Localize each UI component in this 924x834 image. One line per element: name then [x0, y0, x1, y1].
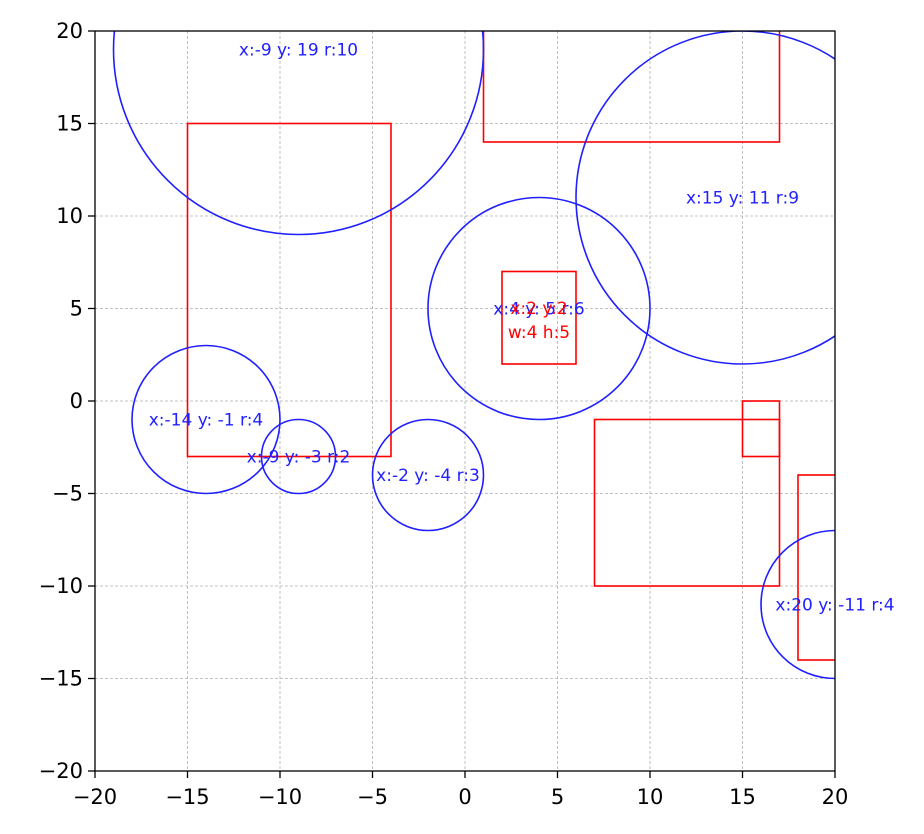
rectangle-mark — [593, 418, 781, 587]
circle-label: x:4 y: 5 r:6 — [493, 300, 584, 320]
y-tick-label: 5 — [70, 297, 83, 321]
circle-mark — [427, 196, 651, 421]
y-tick-label: −20 — [39, 759, 83, 783]
x-tick-label: −10 — [258, 785, 302, 809]
circle-label: x:-9 y: -3 r:2 — [247, 448, 351, 468]
rectangle-mark — [501, 270, 577, 365]
rectangle-mark — [797, 474, 835, 661]
x-tick-label: 0 — [458, 785, 471, 809]
circle-mark — [760, 529, 835, 680]
rectangle-mark — [482, 31, 781, 143]
x-tick-label: 5 — [551, 785, 564, 809]
y-tick-label: 10 — [56, 204, 83, 228]
y-tick-label: −10 — [39, 574, 83, 598]
x-tick-label: −20 — [73, 785, 117, 809]
circle-mark — [575, 31, 835, 365]
circle-mark — [131, 344, 281, 495]
circle-mark — [112, 31, 485, 236]
rectangle-mark — [741, 400, 781, 458]
circle-mark — [371, 418, 485, 532]
plot-area: x:-9 y: 19 r:10 x:15 y: 11 r:9 x:4 y: 5 r:… — [112, 31, 895, 680]
circle-mark — [260, 418, 337, 495]
x-tick-label: 15 — [729, 785, 756, 809]
y-tick-label: 15 — [56, 112, 83, 136]
y-tick-label: 20 — [56, 19, 83, 43]
circle-label: x:-9 y: 19 r:10 — [239, 41, 358, 61]
rectangle-label: w:4 h:5 — [508, 323, 570, 343]
y-tick-label: −15 — [39, 667, 83, 691]
y-tick-label: −5 — [52, 482, 83, 506]
shape-layer — [112, 31, 835, 680]
axis-ticks: −20 −15 −10 −5 0 5 10 15 20 −20 −15 −10 −5 0 5 10 15 20 — [39, 19, 849, 809]
x-tick-label: −5 — [357, 785, 388, 809]
rectangle-label: x:2 y:2 — [510, 299, 567, 319]
rectangle-mark — [186, 122, 392, 458]
circle-label: x:-14 y: -1 r:4 — [149, 411, 264, 431]
label-layer: x:-9 y: 19 r:10 x:15 y: 11 r:9 x:4 y: 5 r:… — [149, 41, 895, 616]
circle-label: x:15 y: 11 r:9 — [686, 189, 799, 209]
circle-label: x:-2 y: -4 r:3 — [376, 466, 480, 486]
x-tick-label: 20 — [822, 785, 849, 809]
y-tick-label: 0 — [70, 389, 83, 413]
x-tick-label: 10 — [637, 785, 664, 809]
x-tick-label: −15 — [165, 785, 209, 809]
